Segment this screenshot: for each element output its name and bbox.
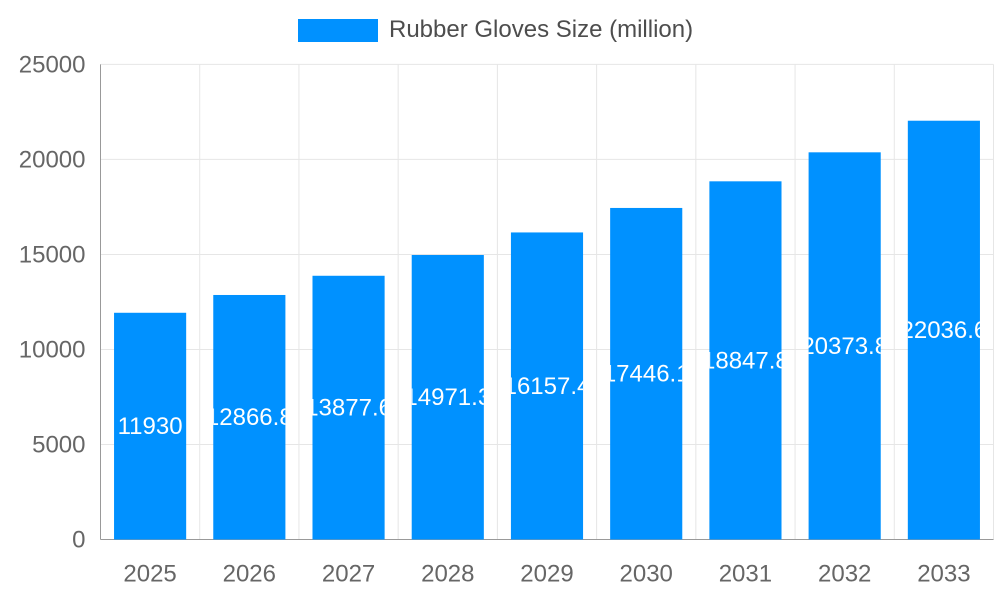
- svg-text:20000: 20000: [19, 146, 86, 173]
- svg-text:17446.1: 17446.1: [603, 361, 690, 388]
- svg-text:10000: 10000: [19, 337, 86, 364]
- svg-text:2033: 2033: [917, 561, 970, 588]
- svg-text:2032: 2032: [818, 561, 871, 588]
- svg-text:2029: 2029: [520, 561, 573, 588]
- svg-text:Rubber Gloves Size (million): Rubber Gloves Size (million): [389, 16, 693, 43]
- svg-text:14971.3: 14971.3: [404, 384, 491, 411]
- svg-text:22036.6: 22036.6: [901, 317, 988, 344]
- svg-text:2025: 2025: [123, 561, 176, 588]
- svg-text:25000: 25000: [19, 51, 86, 78]
- svg-text:5000: 5000: [32, 432, 85, 459]
- svg-text:0: 0: [72, 527, 85, 554]
- svg-text:12866.8: 12866.8: [206, 404, 293, 431]
- svg-text:2028: 2028: [421, 561, 474, 588]
- svg-text:2026: 2026: [223, 561, 276, 588]
- svg-text:20373.8: 20373.8: [801, 333, 888, 360]
- svg-text:18847.8: 18847.8: [702, 347, 789, 374]
- svg-text:11930: 11930: [118, 413, 183, 440]
- svg-text:2031: 2031: [719, 561, 772, 588]
- svg-text:16157.4: 16157.4: [504, 373, 591, 400]
- svg-text:2027: 2027: [322, 561, 375, 588]
- svg-text:2030: 2030: [620, 561, 673, 588]
- svg-text:15000: 15000: [19, 241, 86, 268]
- svg-text:13877.6: 13877.6: [305, 395, 392, 422]
